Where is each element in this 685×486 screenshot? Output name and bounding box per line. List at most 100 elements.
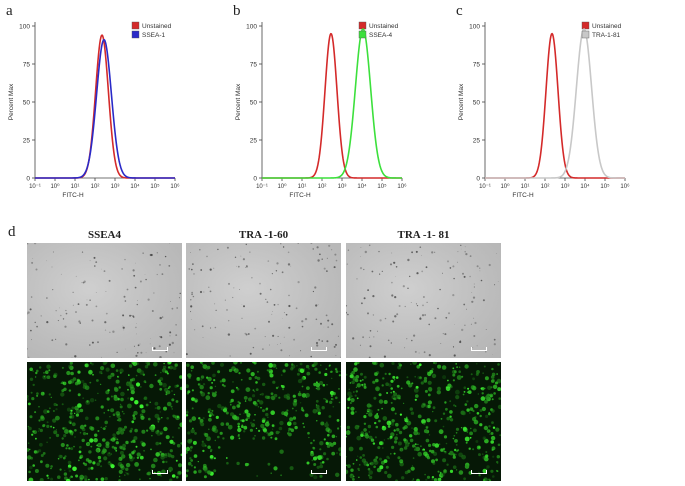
fluorescent-cell — [423, 376, 428, 381]
cell-speck — [153, 347, 156, 350]
cell-speck — [89, 344, 91, 346]
cell-speck — [137, 344, 140, 347]
cell-speck — [271, 313, 273, 315]
fluorescent-cell — [346, 425, 351, 430]
fluorescent-cell — [175, 400, 179, 403]
fluorescent-cell — [355, 386, 357, 388]
fluorescent-cell — [368, 431, 371, 433]
fluorescent-cell — [203, 475, 207, 479]
fluorescent-cell — [118, 458, 121, 461]
micrograph-texture — [186, 243, 341, 358]
fluorescent-cell — [106, 397, 110, 401]
fluorescent-cell — [350, 411, 355, 415]
fluorescent-cell — [366, 463, 370, 467]
fluorescent-cell — [397, 365, 401, 370]
fluorescent-cell — [250, 372, 255, 377]
fluorescent-cell — [449, 415, 452, 418]
fluorescent-cell — [272, 363, 277, 368]
fluorescent-cell — [379, 362, 385, 368]
cell-speck — [419, 317, 422, 320]
cell-speck — [136, 333, 137, 335]
fluorescent-cell — [437, 470, 440, 473]
fluorescent-cell — [491, 409, 495, 413]
cell-speck — [325, 314, 328, 317]
fluorescent-cell — [164, 387, 169, 392]
fluorescent-cell — [270, 436, 273, 439]
fluorescent-cell — [367, 411, 369, 413]
fluorescent-cell — [374, 414, 379, 420]
fluorescent-cell — [200, 375, 205, 379]
fluorescent-cell — [100, 405, 104, 409]
fluorescent-cell — [119, 403, 122, 406]
fluorescent-cell — [199, 390, 203, 394]
cell-speck — [59, 307, 60, 309]
fluorescent-cell — [338, 374, 341, 377]
panel-label-c: c — [456, 3, 463, 19]
fluorescent-cell — [55, 408, 58, 411]
fluorescent-cell — [79, 474, 85, 480]
fluorescent-cell — [287, 430, 290, 432]
fluorescent-cell — [388, 383, 392, 387]
fluorescent-cell — [464, 403, 468, 406]
fluorescent-cell — [414, 446, 417, 448]
fluorescent-cell — [243, 425, 248, 430]
fluorescent-cell — [367, 467, 371, 471]
fluorescent-cell — [265, 412, 269, 417]
cell-speck — [340, 356, 341, 358]
fluorescent-cell — [219, 380, 223, 383]
cell-speck — [327, 319, 330, 322]
cell-speck — [243, 305, 245, 308]
cell-speck — [132, 269, 135, 272]
panel-label-d: d — [8, 224, 16, 240]
fluorescent-cell — [335, 370, 339, 373]
cell-speck — [75, 311, 77, 313]
cell-speck — [384, 317, 387, 320]
fluorescent-cell — [213, 379, 216, 382]
fluorescent-cell — [463, 386, 467, 389]
fluorescent-cell — [351, 380, 355, 385]
cell-speck — [91, 341, 94, 344]
legend-swatch-ssea-1 — [131, 30, 140, 39]
cell-speck — [331, 323, 334, 326]
fluorescent-cell — [484, 399, 488, 404]
fluorescent-cell — [42, 424, 45, 428]
fluorescent-cell — [415, 428, 418, 432]
fluorescent-cell — [176, 415, 179, 419]
cell-speck — [93, 256, 96, 259]
cell-speck — [74, 355, 77, 358]
fluorescent-cell — [116, 419, 119, 421]
fluorescent-cell — [362, 454, 365, 457]
fluorescent-cell — [178, 471, 182, 475]
fluorescent-cell — [262, 427, 267, 432]
cell-speck — [31, 261, 34, 264]
fluorescent-cell — [202, 417, 205, 420]
fluorescent-cell — [244, 462, 249, 467]
fluorescent-cell — [427, 371, 432, 377]
fluorescent-cell — [68, 469, 72, 473]
fluorescent-cell — [303, 368, 305, 371]
fluorescent-cell — [403, 402, 405, 404]
cell-speck — [206, 255, 208, 258]
fluorescent-cell — [46, 364, 51, 369]
fluorescent-cell — [210, 450, 212, 453]
fluorescent-cell — [288, 432, 292, 437]
fluorescent-cell — [369, 404, 373, 408]
fluorescent-cell — [243, 430, 246, 433]
fluorescent-cell — [148, 417, 151, 421]
cell-speck — [160, 336, 162, 337]
fluorescent-cell — [346, 469, 349, 475]
x-tick-label: 10⁶ — [170, 183, 180, 190]
fluorescent-cell — [110, 453, 113, 455]
fluorescent-cell — [88, 450, 92, 454]
fluorescent-cell — [39, 366, 42, 369]
fluorescent-cell — [427, 393, 431, 397]
fluorescent-cell — [426, 475, 431, 479]
cell-speck — [293, 338, 295, 341]
cell-speck — [191, 268, 193, 271]
fluorescent-cell — [90, 426, 95, 431]
fluorescent-cell — [262, 382, 266, 387]
fluorescent-cell — [161, 368, 167, 373]
cell-speck — [259, 292, 262, 295]
fluorescent-cell — [139, 404, 144, 409]
fluorescent-cell — [35, 437, 37, 440]
